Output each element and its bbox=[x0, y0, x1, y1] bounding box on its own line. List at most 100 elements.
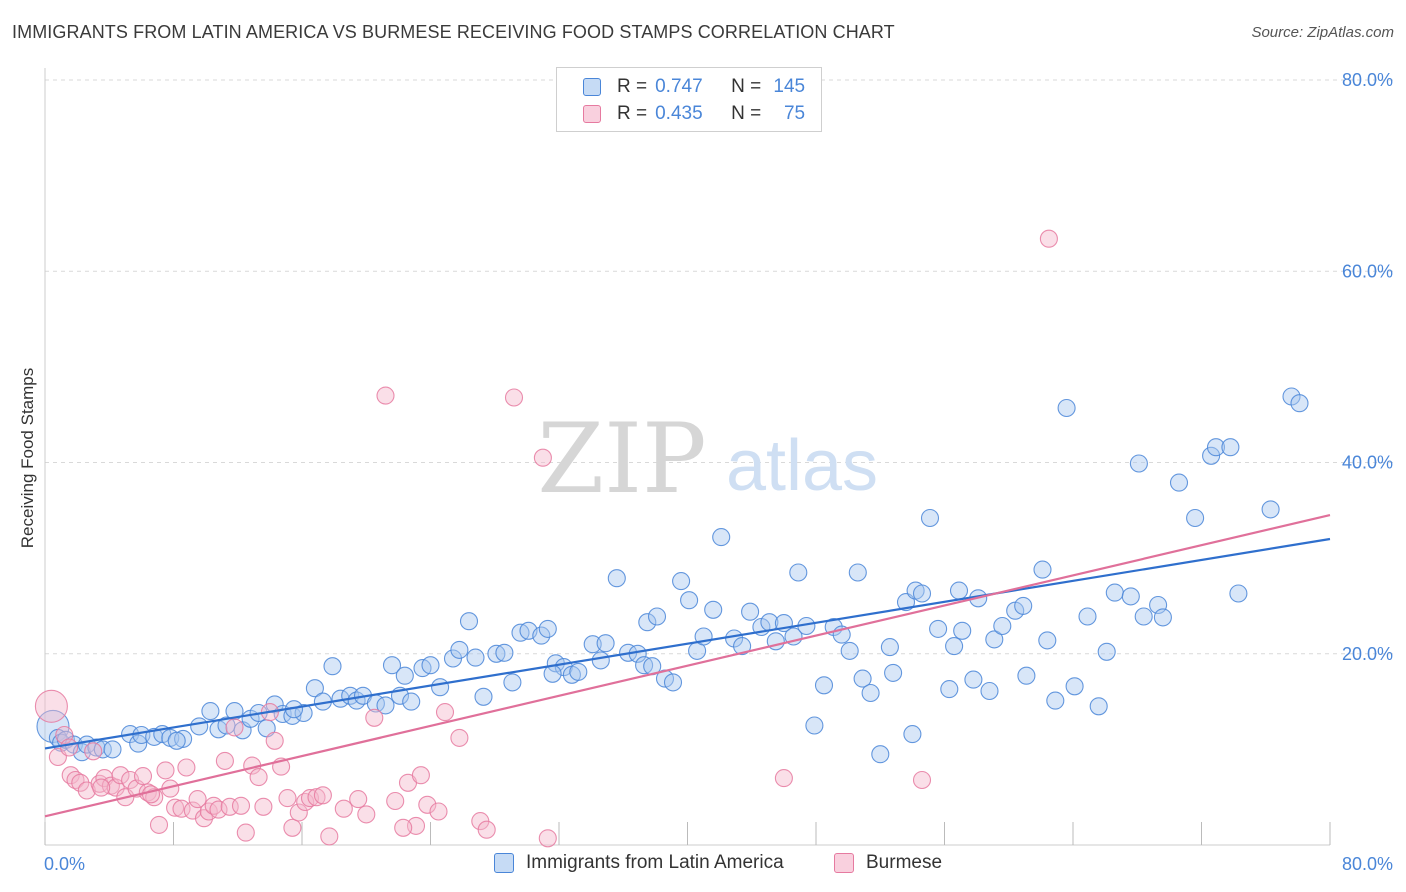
burmese-point bbox=[334, 799, 353, 818]
latin-america-point bbox=[884, 663, 903, 682]
latin-america-point bbox=[871, 745, 890, 764]
latin-america-point bbox=[167, 731, 186, 750]
burmese-point bbox=[1039, 229, 1058, 248]
latin-america-point bbox=[1046, 691, 1065, 710]
latin-america-point bbox=[1057, 398, 1076, 418]
latin-america-point bbox=[903, 725, 922, 744]
latin-america-point bbox=[591, 651, 610, 670]
burmese-point bbox=[435, 703, 455, 722]
burmese-point bbox=[141, 785, 161, 804]
burmese-trend-line bbox=[44, 514, 1331, 818]
burmese-point bbox=[156, 761, 175, 780]
burmese-point bbox=[774, 769, 793, 788]
latin-america-point bbox=[1261, 500, 1280, 519]
latin-america-point bbox=[985, 630, 1004, 649]
legend-r-label: R = bbox=[617, 103, 648, 124]
latin-america-point bbox=[1229, 584, 1248, 603]
series-legend: Immigrants from Latin America Burmese bbox=[0, 852, 1406, 878]
latin-america-point bbox=[466, 648, 485, 667]
points bbox=[34, 229, 1309, 848]
latin-america-point bbox=[1129, 454, 1148, 473]
latin-america-point bbox=[474, 687, 493, 706]
y-tick-label: 20.0% bbox=[1342, 644, 1393, 664]
burmese-point bbox=[61, 766, 80, 785]
legend-n-label: N = bbox=[731, 76, 762, 97]
latin-america-point bbox=[1221, 438, 1240, 457]
latin-america-point bbox=[980, 681, 999, 701]
latin-america-point bbox=[382, 656, 402, 675]
latin-america-point bbox=[1206, 438, 1226, 457]
burmese-point bbox=[320, 827, 339, 846]
burmese-point bbox=[307, 788, 326, 807]
latin-america-point bbox=[712, 528, 731, 547]
series-legend-item-latin-america: Immigrants from Latin America bbox=[494, 852, 784, 874]
burmese-point bbox=[450, 728, 469, 747]
latin-america-point bbox=[607, 569, 626, 588]
latin-america-point bbox=[174, 729, 193, 748]
latin-america-point bbox=[190, 717, 209, 736]
latin-america-point bbox=[647, 607, 667, 626]
burmese-point bbox=[394, 818, 413, 837]
burmese-point bbox=[231, 796, 251, 815]
y-tick-label: 60.0% bbox=[1342, 261, 1393, 281]
latin-america-point bbox=[704, 600, 723, 619]
legend-swatch-pink bbox=[583, 105, 601, 123]
burmese-point bbox=[188, 790, 207, 809]
latin-america-point bbox=[402, 692, 421, 711]
burmese-point bbox=[289, 803, 308, 822]
latin-america-point bbox=[949, 581, 969, 600]
series-legend-item-burmese: Burmese bbox=[834, 852, 942, 874]
burmese-point bbox=[278, 789, 297, 808]
latin-america-point bbox=[1169, 473, 1189, 492]
burmese-point bbox=[34, 689, 68, 723]
latin-america-point bbox=[103, 740, 122, 759]
burmese-point bbox=[265, 731, 284, 750]
burmese-point bbox=[357, 805, 376, 824]
burmese-point bbox=[538, 829, 557, 848]
series-swatch-blue bbox=[494, 853, 514, 873]
burmese-point bbox=[71, 773, 90, 792]
burmese-point bbox=[365, 708, 384, 727]
burmese-point bbox=[60, 738, 79, 757]
watermark-atlas: atlas bbox=[726, 426, 878, 506]
chart-title: IMMIGRANTS FROM LATIN AMERICA VS BURMESE… bbox=[12, 22, 895, 42]
latin-america-point bbox=[861, 683, 880, 703]
latin-america-point bbox=[225, 702, 244, 721]
latin-america-point bbox=[1038, 631, 1057, 650]
latin-america-point bbox=[305, 679, 324, 698]
latin-america-point bbox=[814, 676, 834, 695]
latin-america-point bbox=[1014, 596, 1033, 615]
latin-america-point bbox=[1078, 607, 1097, 626]
burmese-point bbox=[236, 823, 255, 842]
y-tick-label: 80.0% bbox=[1342, 70, 1393, 90]
latin-america-point bbox=[459, 612, 479, 631]
latin-america-point bbox=[940, 680, 959, 699]
latin-america-point bbox=[503, 673, 522, 692]
watermark: ZIP atlas bbox=[537, 403, 878, 515]
legend-n-label: N = bbox=[731, 103, 762, 124]
burmese-point bbox=[254, 797, 273, 816]
legend-r-value: 0.747 bbox=[655, 76, 703, 97]
latin-america-point bbox=[538, 619, 557, 638]
trend-lines bbox=[44, 514, 1331, 818]
latin-america-point bbox=[1153, 608, 1172, 627]
latin-america-point bbox=[789, 563, 808, 582]
legend-n-value: 75 bbox=[783, 103, 806, 124]
latin-america-point bbox=[201, 702, 220, 721]
latin-america-point bbox=[1033, 560, 1052, 579]
latin-america-point bbox=[945, 637, 964, 656]
latin-america-point bbox=[395, 666, 414, 685]
latin-america-point bbox=[1017, 666, 1036, 685]
burmese-point bbox=[349, 790, 368, 809]
latin-america-point bbox=[920, 508, 940, 528]
latin-america-point bbox=[672, 572, 691, 591]
burmese-point bbox=[172, 799, 191, 818]
burmese-point bbox=[533, 448, 552, 467]
burmese-point bbox=[209, 800, 228, 819]
legend-r-label: R = bbox=[617, 76, 648, 97]
burmese-point bbox=[92, 778, 111, 797]
latin-america-point bbox=[1290, 394, 1309, 413]
latin-america-point bbox=[805, 716, 824, 735]
latin-america-point bbox=[1097, 642, 1116, 661]
series-swatch-pink bbox=[834, 853, 854, 873]
